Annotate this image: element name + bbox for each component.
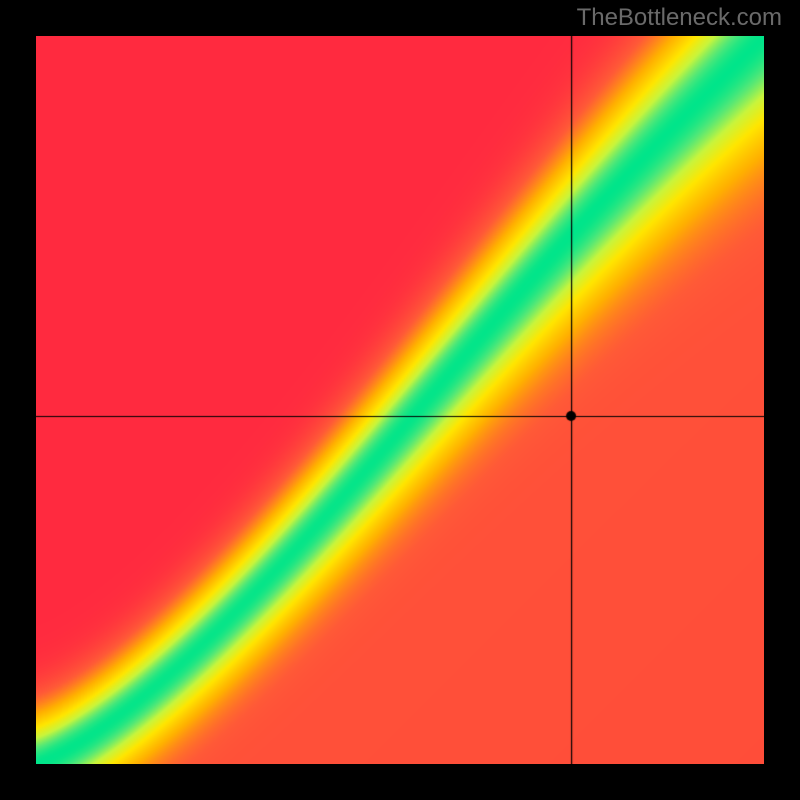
watermark-text: TheBottleneck.com — [577, 4, 782, 32]
bottleneck-heatmap — [36, 36, 764, 764]
heatmap-canvas — [36, 36, 764, 764]
